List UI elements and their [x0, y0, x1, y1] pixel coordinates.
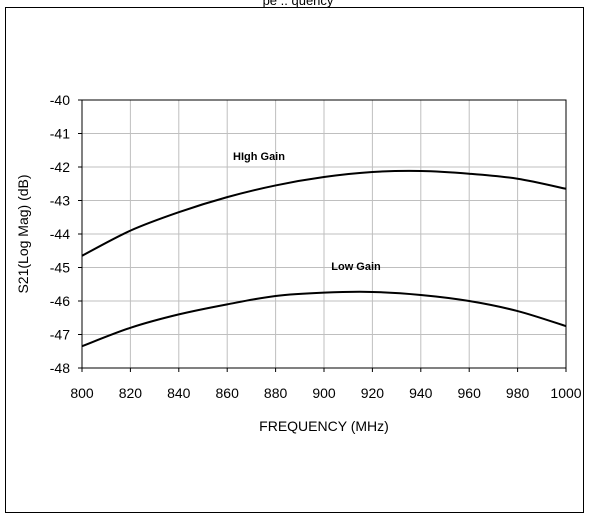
x-tick-label: 820 [119, 385, 143, 401]
axis-ticks [78, 99, 567, 372]
x-tick-label: 840 [167, 385, 191, 401]
y-tick-label: -48 [50, 360, 70, 376]
x-tick-label: 920 [361, 385, 385, 401]
y-tick-label: -42 [50, 159, 70, 175]
top-caption: pe .. quency [263, 0, 334, 8]
x-tick-label: 940 [409, 385, 433, 401]
x-tick-label: 800 [70, 385, 94, 401]
series-label-high-gain: HIgh Gain [233, 151, 285, 163]
x-tick-label: 960 [458, 385, 482, 401]
y-tick-label: -43 [50, 193, 70, 209]
x-axis-title: FREQUENCY (MHz) [259, 418, 389, 434]
y-axis-title: S21(Log Mag) (dB) [15, 174, 31, 293]
y-tick-label: -44 [50, 226, 70, 242]
x-tick-label: 900 [312, 385, 336, 401]
series-labels: HIgh Gain Low Gain [233, 151, 381, 273]
series-line-high-gain [81, 169, 567, 257]
x-tick-label: 860 [216, 385, 240, 401]
y-tick-label: -47 [50, 327, 70, 343]
y-tick-label: -46 [50, 293, 70, 309]
chart-border [5, 7, 584, 513]
x-tick-labels: 800 820 840 860 880 900 920 940 960 980 1000 [70, 385, 581, 401]
series-label-low-gain: Low Gain [331, 261, 381, 273]
y-tick-labels: -40 -41 -42 -43 -44 -45 -46 -47 -48 [50, 92, 70, 376]
x-tick-label: 1000 [550, 385, 581, 401]
y-tick-label: -45 [50, 260, 70, 276]
y-tick-label: -40 [50, 92, 70, 108]
series-line-low-gain [81, 290, 567, 348]
series [81, 169, 567, 348]
grid [82, 100, 566, 368]
x-tick-label: 880 [264, 385, 288, 401]
x-tick-label: 980 [506, 385, 530, 401]
y-tick-label: -41 [50, 126, 70, 142]
